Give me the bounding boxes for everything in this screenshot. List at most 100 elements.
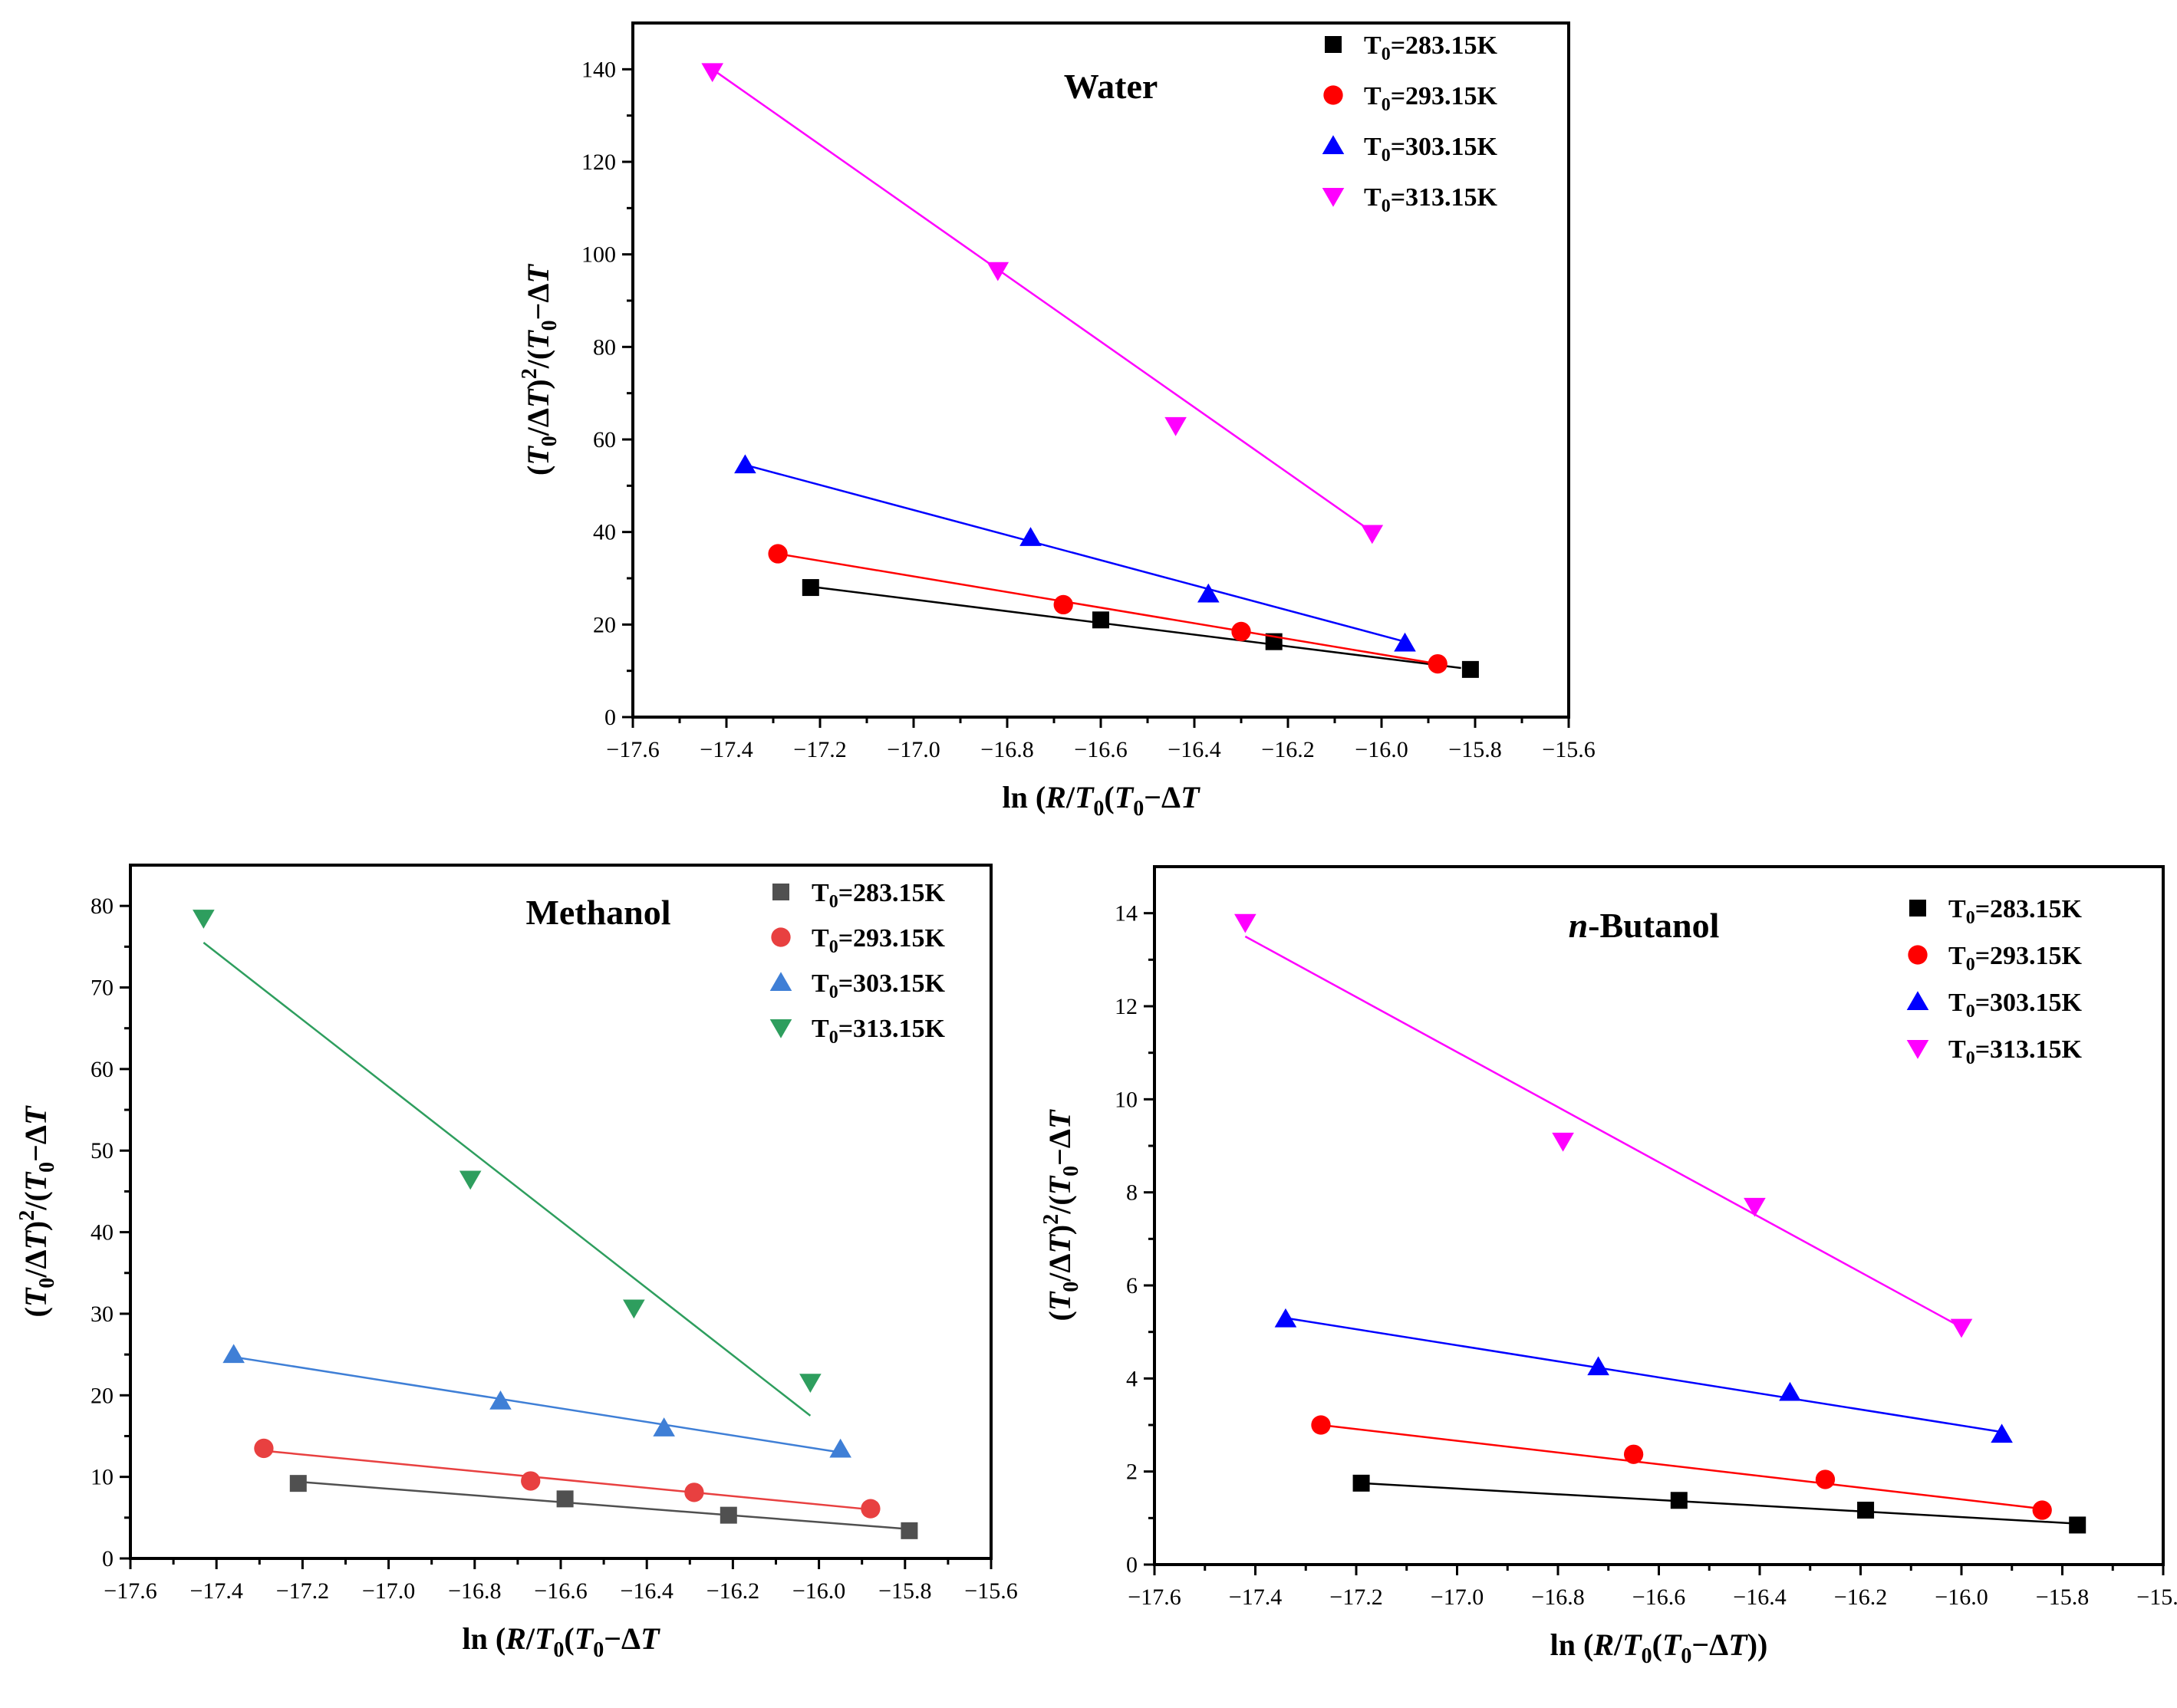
data-point: [861, 1499, 881, 1519]
data-point: [1197, 583, 1220, 603]
x-axis-title: ln (R/T0(T0−ΔT: [462, 1621, 660, 1662]
legend-marker: [1909, 900, 1926, 917]
fit-line: [1361, 1482, 2078, 1525]
x-tick-label: −17.4: [700, 737, 753, 762]
y-tick-label: 120: [581, 150, 616, 175]
fit-line: [203, 942, 812, 1417]
data-point: [1744, 1197, 1766, 1217]
x-tick-label: −15.6: [1542, 737, 1595, 762]
data-point: [1991, 1423, 2013, 1443]
x-tick-label: −15.8: [2036, 1585, 2089, 1610]
series-28315k: [1352, 1474, 2086, 1534]
legend-label: T0=283.15K: [812, 879, 946, 912]
data-point: [1311, 1415, 1331, 1435]
fit-line: [1244, 935, 1962, 1328]
legend-marker: [1323, 85, 1343, 105]
fit-line: [745, 463, 1405, 643]
plot-frame: [1153, 865, 2165, 1566]
data-point: [289, 1475, 307, 1492]
data-point: [1552, 1132, 1574, 1152]
data-point: [2069, 1516, 2086, 1534]
legend-marker: [771, 927, 791, 947]
data-point: [1950, 1318, 1973, 1338]
y-axis-title: (T0/ΔT)2/(T0−ΔT: [1039, 1109, 1083, 1321]
y-tick-label: 2: [1126, 1460, 1138, 1485]
y-tick-label: 60: [593, 427, 616, 453]
panel-title: Water: [1064, 67, 1158, 106]
x-tick-label: −15.8: [878, 1578, 931, 1604]
legend-marker: [1908, 945, 1928, 965]
y-tick-label: 0: [604, 705, 616, 730]
y-tick-label: 10: [1115, 1087, 1138, 1112]
panel-title: Methanol: [525, 893, 670, 932]
series-30315k: [1274, 1308, 2013, 1443]
x-tick-label: −17.2: [276, 1578, 329, 1604]
data-point: [459, 1170, 482, 1190]
x-axis-title: ln (R/T0(T0−ΔT)): [1550, 1627, 1768, 1668]
y-tick-label: 20: [91, 1383, 114, 1408]
x-tick-label: −17.4: [189, 1578, 242, 1604]
x-tick-label: −17.0: [362, 1578, 415, 1604]
fit-line: [1285, 1317, 2002, 1433]
data-point: [901, 1522, 918, 1539]
series-29315k: [254, 1438, 881, 1519]
x-tick-label: −16.2: [1261, 737, 1314, 762]
legend-label: T0=293.15K: [1364, 82, 1498, 115]
data-point: [623, 1299, 645, 1319]
legend-marker: [1906, 991, 1929, 1010]
y-tick-label: 40: [91, 1220, 114, 1246]
x-tick-label: −16.0: [1355, 737, 1408, 762]
data-point: [1670, 1492, 1688, 1509]
data-point: [1019, 527, 1042, 546]
x-tick-label: −16.8: [980, 737, 1033, 762]
y-tick-label: 0: [102, 1546, 114, 1571]
y-tick-label: 80: [91, 893, 114, 919]
chart-panel-1: −17.6 −17.4 −17.2 −17.0 −16.8 −16.6 −16.4 −16.2…: [518, 21, 1596, 821]
legend-label: T0=293.15K: [812, 924, 946, 957]
fit-line: [263, 1450, 871, 1511]
data-point: [768, 544, 788, 564]
data-point: [489, 1390, 512, 1410]
data-point: [701, 63, 723, 83]
x-tick-label: −16.4: [620, 1578, 673, 1604]
y-tick-label: 0: [1126, 1552, 1138, 1578]
legend-label: T0=303.15K: [812, 969, 946, 1002]
x-tick-label: −17.4: [1229, 1585, 1282, 1610]
y-tick-label: 14: [1115, 901, 1138, 926]
x-tick-label: −17.0: [1431, 1585, 1484, 1610]
data-point: [1053, 594, 1073, 615]
x-tick-label: −17.6: [104, 1578, 156, 1604]
legend-marker: [1322, 188, 1345, 207]
data-point: [1231, 621, 1251, 642]
legend-label: T0=283.15K: [1948, 895, 2083, 928]
legend-label: T0=293.15K: [1948, 942, 2083, 975]
data-point: [734, 454, 756, 474]
series-28315k: [802, 579, 1479, 678]
data-point: [1587, 1356, 1609, 1376]
series-30315k: [222, 1344, 851, 1458]
data-point: [1623, 1444, 1644, 1464]
series-31315k: [1234, 913, 1973, 1338]
chart-panel-2: −17.6 −17.4 −17.2 −17.0 −16.8 −16.6 −16.4 −16.2…: [15, 864, 1018, 1662]
series-28315k: [289, 1475, 918, 1539]
fit-line: [233, 1356, 841, 1453]
y-tick-label: 80: [593, 334, 616, 360]
series-29315k: [1311, 1415, 2052, 1520]
data-point: [556, 1490, 574, 1508]
y-tick-label: 100: [581, 242, 616, 268]
data-point: [1361, 525, 1384, 545]
data-point: [1092, 611, 1109, 629]
x-tick-label: −17.0: [887, 737, 940, 762]
y-tick-label: 50: [91, 1138, 114, 1163]
legend-marker: [772, 884, 789, 900]
legend-marker: [1325, 36, 1342, 53]
x-tick-label: −15.6: [964, 1578, 1017, 1604]
series-30315k: [734, 454, 1416, 652]
x-tick-label: −16.4: [1168, 737, 1220, 762]
x-tick-label: −16.8: [448, 1578, 501, 1604]
x-tick-label: −17.6: [1128, 1585, 1181, 1610]
legend-marker: [769, 1019, 792, 1038]
x-tick-label: −16.0: [792, 1578, 845, 1604]
data-point: [802, 579, 819, 597]
data-point: [1274, 1308, 1297, 1328]
